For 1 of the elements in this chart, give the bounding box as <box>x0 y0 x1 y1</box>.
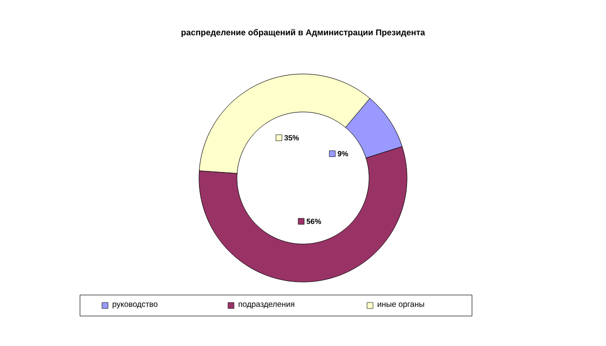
chart-title: распределение обращений в Администрации Президента <box>182 28 426 38</box>
